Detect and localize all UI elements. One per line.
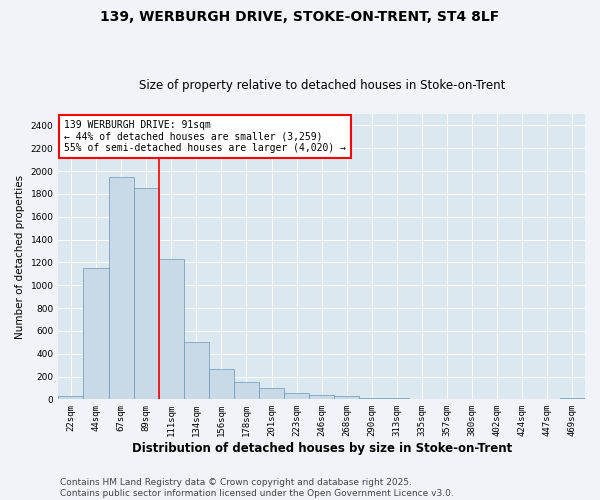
Bar — [109, 177, 134, 400]
Bar — [134, 188, 159, 400]
Bar — [309, 395, 334, 400]
Bar — [560, 398, 585, 400]
X-axis label: Distribution of detached houses by size in Stoke-on-Trent: Distribution of detached houses by size … — [131, 442, 512, 455]
Bar — [434, 399, 460, 400]
Title: Size of property relative to detached houses in Stoke-on-Trent: Size of property relative to detached ho… — [139, 79, 505, 92]
Bar — [159, 259, 184, 400]
Bar — [385, 398, 409, 400]
Bar — [209, 368, 234, 400]
Bar — [58, 396, 83, 400]
Bar — [460, 399, 485, 400]
Bar — [83, 268, 109, 400]
Bar — [359, 398, 385, 400]
Bar — [334, 396, 359, 400]
Text: 139, WERBURGH DRIVE, STOKE-ON-TRENT, ST4 8LF: 139, WERBURGH DRIVE, STOKE-ON-TRENT, ST4… — [100, 10, 500, 24]
Bar — [284, 393, 309, 400]
Text: Contains HM Land Registry data © Crown copyright and database right 2025.
Contai: Contains HM Land Registry data © Crown c… — [60, 478, 454, 498]
Bar — [184, 342, 209, 400]
Y-axis label: Number of detached properties: Number of detached properties — [15, 174, 25, 338]
Bar — [259, 388, 284, 400]
Bar — [409, 399, 434, 400]
Bar — [234, 382, 259, 400]
Text: 139 WERBURGH DRIVE: 91sqm
← 44% of detached houses are smaller (3,259)
55% of se: 139 WERBURGH DRIVE: 91sqm ← 44% of detac… — [64, 120, 346, 153]
